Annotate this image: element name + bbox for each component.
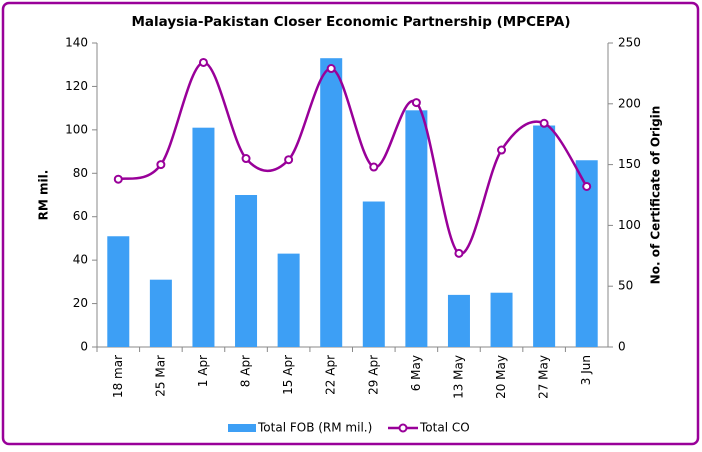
line-marker	[497, 145, 507, 155]
line-marker	[411, 98, 421, 108]
x-tick-label: 27 May	[537, 355, 551, 399]
y2-axis-title: No. of Certificate of Origin	[649, 106, 663, 285]
y2-tick-label: 150	[618, 157, 641, 171]
x-tick-label: 22 Apr	[324, 355, 338, 395]
y-axis-title: RM mil.	[37, 170, 51, 221]
bar	[362, 201, 385, 347]
bar	[320, 58, 343, 347]
y-tick-label: 20	[73, 296, 88, 310]
bar	[490, 292, 513, 347]
line-marker	[326, 64, 336, 74]
y2-tick-label: 250	[618, 36, 641, 50]
y-tick-label: 100	[65, 122, 88, 136]
bar	[447, 294, 470, 347]
x-tick-label: 29 Apr	[366, 355, 380, 395]
y2-tick-label: 200	[618, 96, 641, 110]
line-marker	[113, 174, 123, 184]
x-tick-label: 1 Apr	[196, 355, 210, 387]
bar	[107, 236, 130, 347]
line-marker	[198, 57, 208, 67]
x-tick-label: 3 Jun	[579, 355, 593, 385]
bar	[405, 110, 428, 347]
chart-title: Malaysia-Pakistan Closer Economic Partne…	[131, 14, 570, 30]
x-tick-label: 8 Apr	[239, 355, 253, 387]
bar	[533, 125, 556, 347]
x-tick-label: 20 May	[494, 355, 508, 399]
line-marker	[454, 248, 464, 258]
x-tick-label: 13 May	[451, 355, 465, 399]
bar	[575, 160, 598, 347]
y2-tick-label: 50	[618, 279, 633, 293]
line-marker	[369, 162, 379, 172]
y2-tick-label: 100	[618, 218, 641, 232]
y-tick-label: 140	[65, 36, 88, 50]
line-marker	[284, 155, 294, 165]
legend-label: Total CO	[419, 421, 470, 435]
x-tick-label: 6 May	[409, 355, 423, 391]
y2-tick-label: 0	[618, 340, 626, 354]
line-marker	[582, 181, 592, 191]
bar	[192, 127, 215, 347]
line-marker	[539, 118, 549, 128]
bar	[235, 195, 258, 347]
x-tick-label: 15 Apr	[281, 355, 295, 395]
x-tick-label: 18 mar	[111, 355, 125, 398]
bar	[277, 253, 300, 347]
legend-swatch	[228, 424, 256, 432]
y-tick-label: 120	[65, 79, 88, 93]
line-marker	[156, 160, 166, 170]
y-tick-label: 80	[73, 166, 88, 180]
bar	[149, 279, 172, 347]
line-marker	[241, 154, 251, 164]
y-tick-label: 0	[80, 340, 88, 354]
x-tick-label: 25 Mar	[153, 355, 167, 397]
legend-label: Total FOB (RM mil.)	[257, 421, 372, 435]
y-tick-label: 40	[73, 253, 88, 267]
y-tick-label: 60	[73, 209, 88, 223]
legend-swatch	[398, 423, 408, 433]
